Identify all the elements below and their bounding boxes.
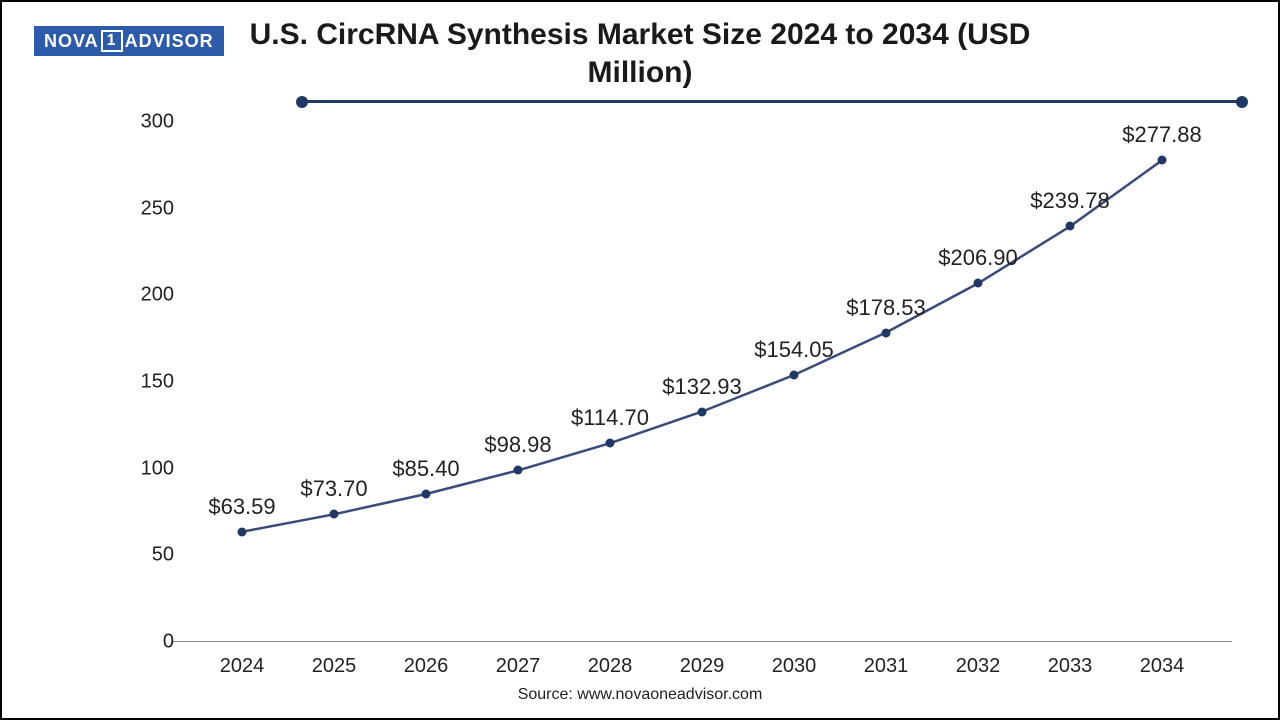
x-tick-label: 2029 bbox=[680, 655, 725, 678]
plot-area: 0501001502002503002024202520262027202820… bbox=[182, 122, 1222, 642]
data-point bbox=[514, 466, 523, 475]
data-label: $277.88 bbox=[1122, 122, 1202, 148]
x-tick-label: 2028 bbox=[588, 655, 633, 678]
data-point bbox=[698, 407, 707, 416]
data-label: $98.98 bbox=[484, 432, 551, 458]
data-point bbox=[1066, 222, 1075, 231]
data-label: $154.05 bbox=[754, 337, 834, 363]
y-tick-label: 0 bbox=[114, 631, 174, 654]
y-tick-label: 250 bbox=[114, 197, 174, 220]
data-label: $85.40 bbox=[392, 456, 459, 482]
data-label: $114.70 bbox=[571, 405, 649, 431]
chart-title-line1: U.S. CircRNA Synthesis Market Size 2024 … bbox=[2, 16, 1278, 54]
data-label: $178.53 bbox=[846, 295, 926, 321]
x-tick-label: 2034 bbox=[1140, 655, 1185, 678]
x-tick-label: 2025 bbox=[312, 655, 357, 678]
x-tick-label: 2033 bbox=[1048, 655, 1093, 678]
x-tick-label: 2024 bbox=[220, 655, 265, 678]
data-point bbox=[422, 489, 431, 498]
title-divider-dot-left bbox=[296, 96, 308, 108]
x-tick-label: 2030 bbox=[772, 655, 817, 678]
y-tick-label: 150 bbox=[114, 371, 174, 394]
data-label: $63.59 bbox=[208, 494, 275, 520]
data-point bbox=[606, 439, 615, 448]
y-tick-label: 300 bbox=[114, 111, 174, 134]
data-point bbox=[882, 328, 891, 337]
x-tick-label: 2026 bbox=[404, 655, 449, 678]
x-tick-label: 2027 bbox=[496, 655, 541, 678]
y-tick-label: 50 bbox=[114, 544, 174, 567]
data-label: $206.90 bbox=[938, 245, 1018, 271]
chart-frame: NOVA 1 ADVISOR U.S. CircRNA Synthesis Ma… bbox=[0, 0, 1280, 720]
data-point bbox=[790, 370, 799, 379]
title-divider-line bbox=[302, 100, 1242, 103]
data-label: $239.78 bbox=[1030, 188, 1110, 214]
source-label: Source: www.novaoneadvisor.com bbox=[2, 686, 1278, 704]
y-tick-label: 200 bbox=[114, 284, 174, 307]
data-point bbox=[238, 527, 247, 536]
y-tick-label: 100 bbox=[114, 457, 174, 480]
chart-title: U.S. CircRNA Synthesis Market Size 2024 … bbox=[2, 16, 1278, 91]
chart-title-line2: Million) bbox=[2, 54, 1278, 92]
x-tick-label: 2031 bbox=[864, 655, 909, 678]
data-point bbox=[1158, 156, 1167, 165]
data-label: $132.93 bbox=[662, 374, 742, 400]
x-tick-label: 2032 bbox=[956, 655, 1001, 678]
title-divider-dot-right bbox=[1236, 96, 1248, 108]
data-label: $73.70 bbox=[300, 476, 367, 502]
data-point bbox=[330, 510, 339, 519]
data-point bbox=[974, 279, 983, 288]
line-series-path bbox=[242, 160, 1162, 532]
